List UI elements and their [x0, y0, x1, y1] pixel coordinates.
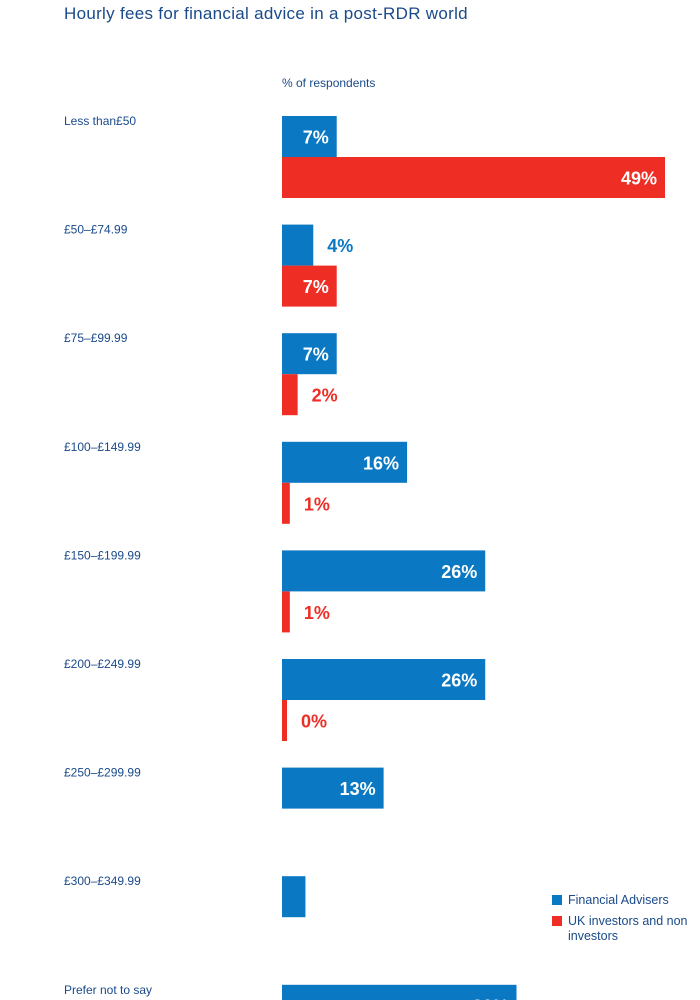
- bar-advisers: [282, 550, 486, 592]
- bar-advisers: [282, 767, 384, 809]
- data-label-investors: 1%: [304, 603, 330, 623]
- data-label-investors: 1%: [304, 494, 330, 514]
- legend-label-advisers: Financial Advisers: [568, 893, 669, 907]
- category-label: £300–£349.99: [64, 874, 141, 888]
- chart-subtitle: Hourly fees for financial advice in a po…: [64, 4, 468, 23]
- category-label: £150–£199.99: [64, 548, 141, 562]
- data-label-investors: 0%: [301, 712, 327, 732]
- data-label-advisers: 30%: [472, 996, 508, 1000]
- bar-investors: [282, 157, 665, 198]
- legend-swatch-investors: [552, 916, 562, 926]
- data-label-advisers: 26%: [441, 671, 477, 691]
- data-label-advisers: 7%: [303, 128, 329, 148]
- bar-investors: [282, 700, 287, 741]
- category-label: £200–£249.99: [64, 657, 141, 671]
- data-label-investors: 2%: [312, 386, 338, 406]
- category-label: Prefer not to say: [64, 983, 152, 997]
- data-label-investors: 7%: [303, 277, 329, 297]
- bar-investors: [282, 374, 298, 416]
- bar-investors: [282, 265, 337, 307]
- bar-investors: [282, 482, 290, 524]
- legend-swatch-advisers: [552, 895, 562, 905]
- data-label-advisers: 7%: [303, 345, 329, 365]
- category-label: Less than£50: [64, 114, 136, 128]
- bar-advisers: [282, 876, 306, 918]
- bar-advisers: [282, 441, 408, 483]
- category-label: £100–£149.99: [64, 440, 141, 454]
- bar-advisers: [282, 984, 517, 1000]
- bar-advisers: [282, 333, 337, 375]
- category-label: £50–£74.99: [64, 223, 128, 237]
- category-label: £75–£99.99: [64, 331, 128, 345]
- data-label-advisers: 16%: [363, 453, 399, 473]
- legend: Financial Advisers UK investors and non …: [552, 893, 692, 950]
- bar-advisers: [282, 224, 314, 266]
- legend-item-advisers: Financial Advisers: [552, 893, 692, 908]
- axis-caption: % of respondents: [282, 76, 376, 90]
- data-label-investors: 49%: [621, 169, 657, 189]
- data-label-advisers: 4%: [327, 236, 353, 256]
- data-label-advisers: 26%: [441, 562, 477, 582]
- bar-advisers: [282, 116, 337, 157]
- legend-label-investors: UK investors and non investors: [568, 914, 688, 943]
- category-label: £250–£299.99: [64, 766, 141, 780]
- bar-advisers: [282, 659, 486, 700]
- legend-item-investors: UK investors and non investors: [552, 914, 692, 944]
- data-label-advisers: 13%: [340, 779, 376, 799]
- bar-investors: [282, 591, 290, 633]
